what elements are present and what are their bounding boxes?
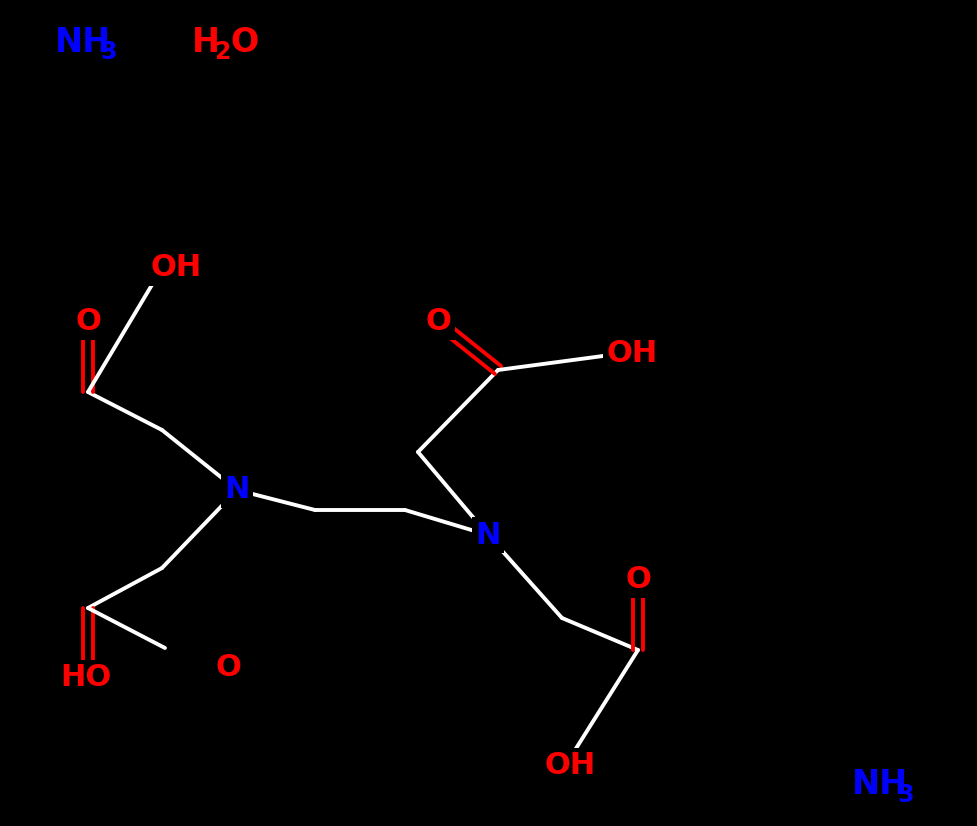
Text: 2: 2 [214,40,231,64]
Text: HO: HO [60,663,111,692]
Text: 3: 3 [100,40,116,64]
Text: NH: NH [55,26,111,59]
Text: O: O [624,566,651,595]
Text: 3: 3 [896,783,913,807]
Text: OH: OH [606,339,657,368]
Text: O: O [75,307,101,336]
Text: N: N [475,520,500,549]
Text: NH: NH [851,768,908,801]
Text: N: N [224,476,249,505]
Text: O: O [215,653,240,682]
Text: O: O [230,26,258,59]
Text: O: O [75,663,101,692]
Text: O: O [425,307,450,336]
Text: OH: OH [544,752,595,781]
Text: OH: OH [150,254,201,282]
Text: H: H [191,26,220,59]
